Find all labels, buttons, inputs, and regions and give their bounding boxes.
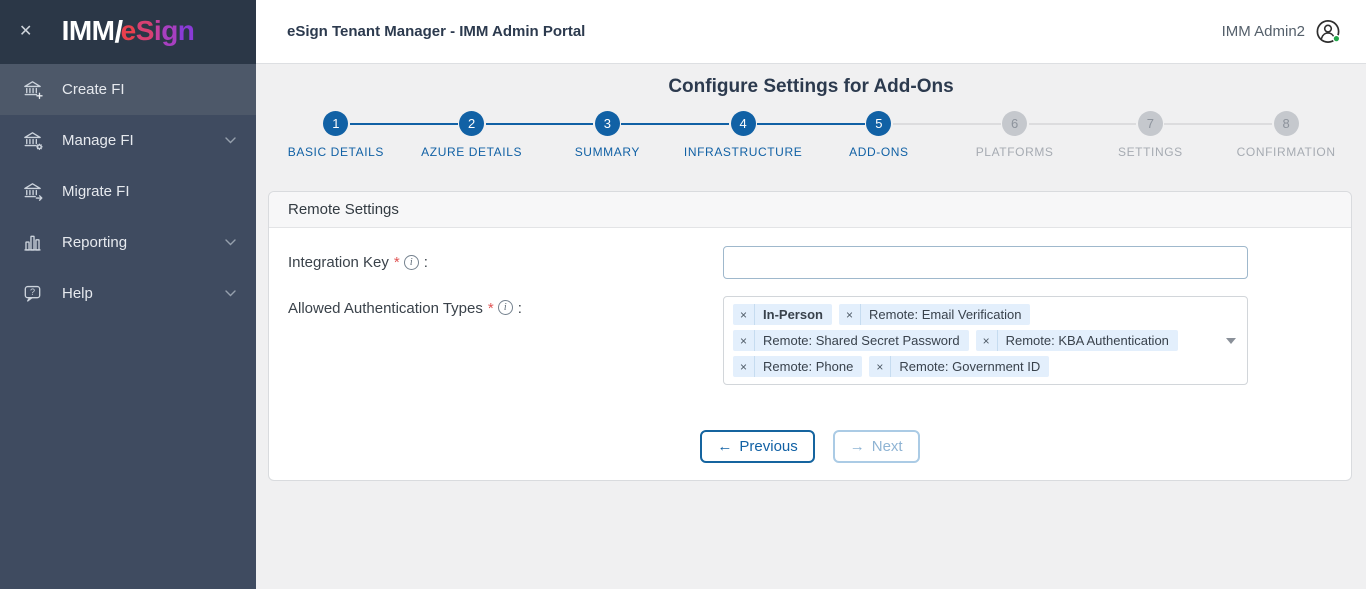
sidebar-logo-bar: ✕ IMM/eSign xyxy=(0,0,256,64)
app-title: eSign Tenant Manager - IMM Admin Portal xyxy=(287,23,586,40)
sidebar-item-label: Reporting xyxy=(62,234,128,251)
step-label: PLATFORMS xyxy=(975,145,1054,159)
remote-settings-panel: Remote Settings Integration Key * i : Al… xyxy=(268,191,1352,481)
remove-tag-button[interactable]: × xyxy=(733,356,756,377)
panel-title: Remote Settings xyxy=(269,192,1351,228)
step-number: 5 xyxy=(866,111,892,136)
remove-tag-button[interactable]: × xyxy=(733,330,756,351)
info-icon[interactable]: i xyxy=(497,300,513,315)
step-label: AZURE DETAILS xyxy=(421,145,523,159)
tag-row: × In-Person × Remote: Email Verification xyxy=(733,304,1217,325)
svg-text:?: ? xyxy=(29,287,34,297)
step-azure-details[interactable]: 2 AZURE DETAILS xyxy=(349,111,540,159)
step-label: CONFIRMATION xyxy=(1236,145,1336,159)
auth-types-multiselect[interactable]: × In-Person × Remote: Email Verification… xyxy=(723,296,1248,385)
sidebar-item-reporting[interactable]: Reporting xyxy=(0,217,256,268)
tag-label: In-Person xyxy=(763,307,823,322)
step-infrastructure[interactable]: 4 INFRASTRUCTURE xyxy=(621,111,811,159)
user-name: IMM Admin2 xyxy=(1221,23,1305,40)
integration-key-input[interactable] xyxy=(723,246,1248,279)
step-label: SUMMARY xyxy=(574,145,641,159)
main-content: Configure Settings for Add-Ons 1 BASIC D… xyxy=(256,65,1366,589)
step-label: BASIC DETAILS xyxy=(287,145,385,159)
step-number: 6 xyxy=(1002,111,1028,136)
sidebar-item-migrate-fi[interactable]: Migrate FI xyxy=(0,166,256,217)
sidebar-menu: Create FI Manage FI Migrate FI xyxy=(0,64,256,319)
avatar-icon[interactable] xyxy=(1315,18,1342,45)
step-summary[interactable]: 3 SUMMARY xyxy=(485,111,676,159)
sidebar-item-label: Manage FI xyxy=(62,132,134,149)
chevron-down-icon xyxy=(225,239,236,246)
step-label: ADD-ONS xyxy=(849,145,909,159)
bank-plus-icon xyxy=(20,78,44,102)
tag-label: Remote: Shared Secret Password xyxy=(763,333,960,348)
step-platforms[interactable]: 6 PLATFORMS xyxy=(892,111,1083,159)
required-asterisk: * xyxy=(487,300,494,317)
tag-row: × Remote: Shared Secret Password × Remot… xyxy=(733,330,1217,351)
topbar: eSign Tenant Manager - IMM Admin Portal … xyxy=(256,0,1366,64)
right-arrow-icon: → xyxy=(849,438,865,455)
tag-remote-kba-authentication: × Remote: KBA Authentication xyxy=(975,330,1178,351)
next-button[interactable]: → Next xyxy=(832,430,920,463)
tag-label: Remote: KBA Authentication xyxy=(1005,333,1169,348)
remove-tag-button[interactable]: × xyxy=(869,356,892,377)
chevron-down-icon xyxy=(225,290,236,297)
step-label: SETTINGS xyxy=(1117,145,1183,159)
step-number: 4 xyxy=(730,111,756,136)
logo-imm-text: IMM xyxy=(61,15,115,46)
chevron-down-icon xyxy=(225,137,236,144)
tag-label: Remote: Email Verification xyxy=(869,307,1022,322)
left-arrow-icon: ← xyxy=(717,438,733,455)
required-asterisk: * xyxy=(393,254,400,271)
imm-esign-logo: IMM/eSign xyxy=(61,14,195,49)
step-confirmation[interactable]: 8 CONFIRMATION xyxy=(1164,111,1354,159)
page-title: Configure Settings for Add-Ons xyxy=(668,76,954,97)
tag-remote-email-verification: × Remote: Email Verification xyxy=(838,304,1031,325)
panel-body: Integration Key * i : Allowed Authentica… xyxy=(269,228,1351,480)
auth-types-row: Allowed Authentication Types * i : × In-… xyxy=(288,296,1332,385)
bank-arrow-icon xyxy=(20,180,44,204)
wizard-nav-buttons: ← Previous → Next xyxy=(288,430,1332,463)
step-number: 2 xyxy=(459,111,485,136)
step-number: 7 xyxy=(1137,111,1163,136)
sidebar-item-manage-fi[interactable]: Manage FI xyxy=(0,115,256,166)
tag-label: Remote: Phone xyxy=(763,359,854,374)
info-icon[interactable]: i xyxy=(403,255,419,270)
tag-in-person: × In-Person xyxy=(733,304,832,325)
step-add-ons[interactable]: 5 ADD-ONS xyxy=(757,111,947,159)
sidebar-item-label: Help xyxy=(62,285,93,302)
bank-gear-icon xyxy=(20,129,44,153)
sidebar-item-label: Create FI xyxy=(62,81,125,98)
step-basic-details[interactable]: 1 BASIC DETAILS xyxy=(268,111,404,159)
sidebar: ✕ IMM/eSign Create FI Manage FI xyxy=(0,0,256,589)
tag-remote-shared-secret-password: × Remote: Shared Secret Password xyxy=(733,330,969,351)
remove-tag-button[interactable]: × xyxy=(733,304,756,325)
close-sidebar-icon[interactable]: ✕ xyxy=(19,23,33,40)
step-settings[interactable]: 7 SETTINGS xyxy=(1028,111,1219,159)
logo-slash: / xyxy=(114,14,124,49)
auth-types-label: Allowed Authentication Types * i : xyxy=(288,300,522,317)
step-number: 1 xyxy=(323,111,349,136)
help-bubble-icon: ? xyxy=(20,282,44,306)
tag-label: Remote: Government ID xyxy=(899,359,1041,374)
sidebar-item-create-fi[interactable]: Create FI xyxy=(0,64,256,115)
tag-remote-phone: × Remote: Phone xyxy=(733,356,863,377)
remove-tag-button[interactable]: × xyxy=(839,304,861,325)
integration-key-row: Integration Key * i : xyxy=(288,246,1332,279)
wizard-stepper: 1 BASIC DETAILS 2 AZURE DETAILS 3 SUMMAR… xyxy=(268,111,1354,159)
tag-row: × Remote: Phone × Remote: Government ID xyxy=(733,356,1217,377)
step-number: 3 xyxy=(594,111,620,136)
bar-chart-icon xyxy=(20,231,44,255)
tag-remote-government-id: × Remote: Government ID xyxy=(869,356,1050,377)
integration-key-label: Integration Key * i : xyxy=(288,254,428,271)
sidebar-item-label: Migrate FI xyxy=(62,183,130,200)
step-label: INFRASTRUCTURE xyxy=(683,145,803,159)
remove-tag-button[interactable]: × xyxy=(976,330,998,351)
user-menu[interactable]: IMM Admin2 xyxy=(1222,18,1342,45)
step-number: 8 xyxy=(1273,111,1299,136)
sidebar-item-help[interactable]: ? Help xyxy=(0,268,256,319)
previous-button[interactable]: ← Previous xyxy=(700,430,815,463)
dropdown-caret-icon[interactable] xyxy=(1226,337,1236,344)
